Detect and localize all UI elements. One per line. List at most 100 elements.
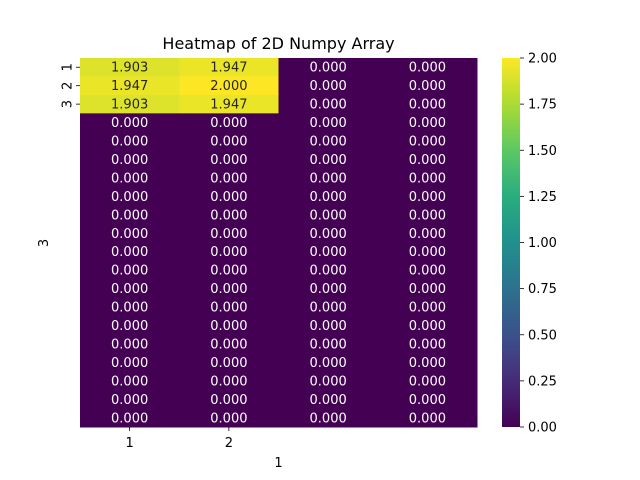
heatmap-cell-label: 0.000 xyxy=(310,190,347,205)
heatmap-cell xyxy=(80,76,180,96)
heatmap-cell xyxy=(278,371,379,391)
heatmap-cell-label: 0.000 xyxy=(210,301,247,316)
heatmap-cell-label: 0.000 xyxy=(111,337,148,352)
heatmap-cell-label: 0.000 xyxy=(210,245,247,260)
heatmap-cell-label: 0.000 xyxy=(310,411,347,426)
colorbar-ticks: 0.00 0.25 0.50 0.75 1.00 1.25 1.50 1.75 2.00 xyxy=(520,52,557,436)
heatmap-cell xyxy=(377,224,478,243)
heatmap-cell-label: 0.000 xyxy=(310,282,347,297)
heatmap-cell xyxy=(377,205,478,225)
heatmap-cell xyxy=(278,334,379,354)
heatmap-cell xyxy=(278,168,379,188)
heatmap-cell-label: 0.000 xyxy=(409,264,446,279)
heatmap-cell-label: 0.000 xyxy=(310,171,347,186)
heatmap-cell-label: 0.000 xyxy=(111,135,148,150)
heatmap-cell xyxy=(377,371,478,391)
heatmap-cell-label: 0.000 xyxy=(210,411,247,426)
heatmap-cell-label: 0.000 xyxy=(409,245,446,260)
heatmap-cell xyxy=(377,353,478,373)
heatmap-cell-label: 0.000 xyxy=(310,61,347,76)
x-axis-label: 1 xyxy=(274,456,282,471)
heatmap-cell xyxy=(179,113,279,133)
heatmap-cell-label: 0.000 xyxy=(409,208,446,223)
heatmap-cell-label: 0.000 xyxy=(210,393,247,408)
heatmap-cell-label: 0.000 xyxy=(111,374,148,389)
heatmap-cell xyxy=(179,150,279,170)
heatmap-cell xyxy=(377,390,478,410)
heatmap-cell xyxy=(377,316,478,336)
heatmap-cell xyxy=(80,94,180,114)
chart-title: Heatmap of 2D Numpy Array xyxy=(162,34,394,53)
heatmap-cell-label: 2.000 xyxy=(210,79,247,94)
colorbar xyxy=(502,58,520,427)
heatmap-cell xyxy=(377,94,478,114)
heatmap-cell-label: 0.000 xyxy=(409,190,446,205)
x-tick-label: 2 xyxy=(225,436,233,451)
heatmap-cell-label: 0.000 xyxy=(210,227,247,242)
heatmap-cell xyxy=(80,168,180,188)
heatmap-cell xyxy=(377,58,478,77)
heatmap-cell xyxy=(80,353,180,373)
heatmap-cell xyxy=(377,76,478,96)
heatmap-cell xyxy=(278,390,379,410)
heatmap-cell-label: 0.000 xyxy=(409,301,446,316)
heatmap-cell xyxy=(80,390,180,410)
colorbar-tick-label: 1.75 xyxy=(528,98,557,113)
heatmap-cell xyxy=(179,260,279,280)
heatmap-cell-label: 0.000 xyxy=(210,319,247,334)
heatmap-cell xyxy=(278,150,379,170)
heatmap-cell xyxy=(278,260,379,280)
heatmap-cell-label: 0.000 xyxy=(409,319,446,334)
heatmap-cell-label: 0.000 xyxy=(409,374,446,389)
heatmap-cell-label: 0.000 xyxy=(310,356,347,371)
heatmap-cell xyxy=(377,113,478,133)
heatmap-cell-label: 0.000 xyxy=(111,116,148,131)
heatmap-cell xyxy=(278,58,379,77)
heatmap-cell-label: 0.000 xyxy=(310,116,347,131)
heatmap-cell xyxy=(80,150,180,170)
heatmap-cell xyxy=(80,58,180,77)
heatmap-cell xyxy=(278,279,379,299)
heatmap-cell-label: 0.000 xyxy=(210,208,247,223)
heatmap-cell xyxy=(179,353,279,373)
heatmap-cell-label: 1.947 xyxy=(210,98,247,113)
heatmap-cell-label: 1.903 xyxy=(111,61,148,76)
heatmap-cell xyxy=(278,131,379,151)
heatmap-cell-label: 0.000 xyxy=(111,301,148,316)
heatmap-cell xyxy=(80,408,180,428)
heatmap-cell xyxy=(377,131,478,151)
heatmap-cell-label: 0.000 xyxy=(409,227,446,242)
heatmap-cell xyxy=(377,279,478,299)
heatmap-cell-label: 0.000 xyxy=(409,171,446,186)
heatmap-cell-label: 0.000 xyxy=(310,319,347,334)
heatmap-cell-label: 0.000 xyxy=(111,282,148,297)
heatmap-cell-label: 0.000 xyxy=(310,301,347,316)
heatmap-cell-label: 0.000 xyxy=(210,356,247,371)
heatmap-cell-label: 0.000 xyxy=(409,116,446,131)
heatmap-cell-label: 0.000 xyxy=(111,245,148,260)
heatmap-cell-label: 0.000 xyxy=(409,153,446,168)
y-tick-label: 2 xyxy=(61,82,76,90)
heatmap-cell-label: 1.903 xyxy=(111,98,148,113)
heatmap-cell-label: 0.000 xyxy=(111,356,148,371)
heatmap-cell-label: 0.000 xyxy=(210,153,247,168)
colorbar-tick-label: 0.00 xyxy=(528,421,557,436)
heatmap-cell-label: 0.000 xyxy=(210,374,247,389)
heatmap-cell xyxy=(278,316,379,336)
heatmap-cell xyxy=(278,353,379,373)
colorbar-tick-label: 0.50 xyxy=(528,328,557,343)
heatmap-cell-label: 0.000 xyxy=(210,264,247,279)
heatmap-cell xyxy=(80,297,180,317)
heatmap-cell-label: 0.000 xyxy=(111,319,148,334)
heatmap-cell xyxy=(377,150,478,170)
heatmap-cell xyxy=(377,168,478,188)
colorbar-tick-label: 0.25 xyxy=(528,374,557,389)
heatmap-cell-labels: 1.903 1.947 0.000 0.000 1.947 2.000 0.000 0.000… xyxy=(111,61,446,427)
heatmap-cell-label: 0.000 xyxy=(210,116,247,131)
heatmap-cell xyxy=(179,58,279,77)
colorbar-tick-label: 1.50 xyxy=(528,144,557,159)
heatmap-cell xyxy=(179,205,279,225)
heatmap-cell-label: 0.000 xyxy=(409,282,446,297)
heatmap-cell-label: 0.000 xyxy=(210,135,247,150)
